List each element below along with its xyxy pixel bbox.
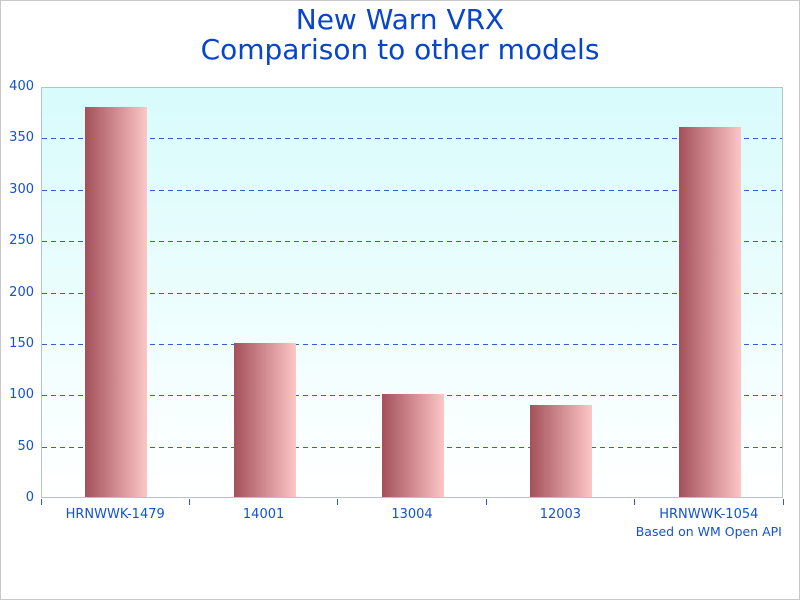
gridline — [42, 292, 782, 294]
y-tick-label: 250 — [9, 233, 34, 249]
y-tick-label: 0 — [25, 490, 34, 505]
bar-14001 — [233, 342, 296, 497]
gridline — [42, 189, 782, 191]
y-tick-label: 50 — [17, 438, 34, 454]
bar-HRNWWK-1479 — [85, 106, 148, 497]
y-tick-label: 350 — [9, 130, 34, 146]
x-tick-mark — [485, 499, 487, 505]
y-axis: 0 50 100 150 200 250 300 350 400 — [1, 80, 34, 505]
x-tick-label: 14001 — [242, 507, 285, 522]
x-axis: HRNWWK-1479 14001 13004 12003 HRNWWK-1054 — [40, 498, 784, 538]
x-tick-label: HRNWWK-1054 — [659, 507, 759, 522]
x-tick-mark — [188, 499, 190, 505]
bar-12003 — [530, 404, 593, 497]
plot-area — [41, 87, 783, 498]
bar-13004 — [382, 394, 444, 497]
chart-title: New Warn VRX Comparison to other models — [1, 5, 799, 65]
x-tick-mark — [634, 499, 636, 505]
gridline — [42, 241, 782, 243]
y-tick-label: 100 — [9, 387, 34, 403]
x-tick-label: 12003 — [539, 507, 582, 522]
y-tick-label: 150 — [9, 335, 34, 351]
x-tick-label: 13004 — [391, 507, 433, 522]
gridline — [42, 138, 782, 140]
x-tick-label: HRNWWK-1479 — [65, 507, 165, 522]
y-tick-label: 300 — [9, 181, 34, 197]
chart-title-line1: New Warn VRX — [295, 3, 505, 36]
x-tick-mark — [782, 499, 784, 505]
chart-title-line2: Comparison to other models — [200, 33, 600, 66]
x-tick-mark — [40, 499, 42, 505]
x-tick-mark — [337, 499, 339, 505]
y-tick-label: 200 — [9, 284, 34, 300]
gridline — [42, 343, 782, 345]
y-tick-label: 400 — [9, 79, 34, 94]
chart-footnote: Based on WM Open API — [635, 524, 782, 539]
bar-HRNWWK-1054 — [678, 127, 741, 497]
